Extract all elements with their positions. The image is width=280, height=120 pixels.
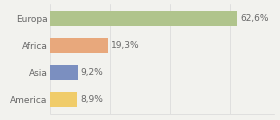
Bar xyxy=(50,11,237,26)
Text: 19,3%: 19,3% xyxy=(111,41,140,50)
Text: 62,6%: 62,6% xyxy=(240,14,269,23)
Text: 9,2%: 9,2% xyxy=(81,68,104,77)
Bar xyxy=(50,92,77,107)
Text: 8,9%: 8,9% xyxy=(80,95,103,104)
Bar xyxy=(50,65,78,80)
Bar xyxy=(50,38,108,53)
